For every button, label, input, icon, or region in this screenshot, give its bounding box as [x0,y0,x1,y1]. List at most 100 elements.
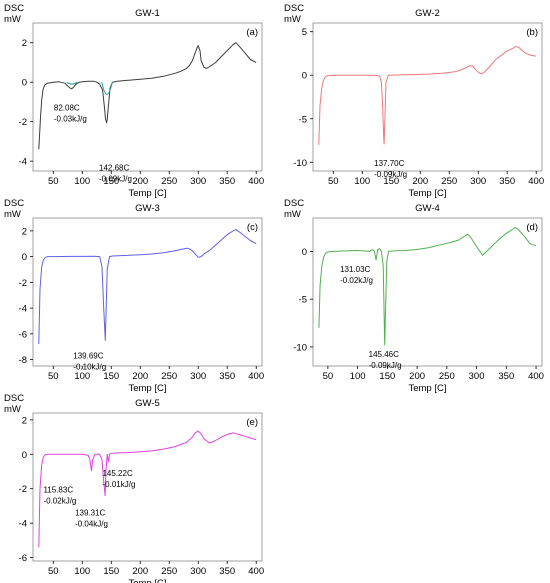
y-tick-label: 0 [22,252,27,263]
plot-area [312,217,543,367]
series-line [318,227,537,346]
x-tick-label: 400 [528,176,544,187]
peak-marker [66,81,78,85]
y-tick-label: -5 [299,114,307,125]
x-tick-label: 200 [132,566,148,577]
peak-annotation: 142.68C [99,164,129,173]
plot-area [32,412,263,562]
peak-annotation: -0.09kJ/g [369,361,402,370]
plot-area [312,22,543,172]
series-line [38,229,257,345]
x-tick-label: 350 [498,371,514,382]
x-tick-label: 200 [132,371,148,382]
y-tick-label: -6 [19,553,27,564]
x-tick-label: 350 [219,566,235,577]
y-tick-label: -2 [19,484,27,495]
x-tick-label: 50 [48,176,59,187]
x-tick-label: 200 [412,176,428,187]
x-tick-label: 300 [190,566,206,577]
chart-title: GW-3 [135,203,160,214]
x-tick-label: 100 [74,371,90,382]
y-axis-title: DSC [284,198,304,209]
peak-annotation: -0.02kJ/g [340,276,373,285]
x-tick-label: 100 [354,176,370,187]
y-axis-unit: mW [4,209,21,220]
chart-panel-gw1: DSC mW GW-1 (a) 50 100 150 200 250 300 350 400 2 0 -2 -… [0,0,270,199]
chart-title: GW-1 [135,8,160,19]
x-tick-label: 150 [379,371,395,382]
y-tick-label: -4 [19,519,27,530]
panel-label: (b) [526,27,538,38]
y-tick-label: 0 [302,71,307,82]
x-tick-label: 400 [248,371,264,382]
peak-annotation: -0.09kJ/g [374,170,407,179]
peak-annotation: 145.22C [102,469,132,478]
x-axis-label: Temp [C] [128,383,166,394]
x-tick-label: 150 [103,371,119,382]
y-tick-label: -2 [19,278,27,289]
x-tick-label: 50 [48,566,59,577]
x-tick-label: 300 [190,371,206,382]
x-tick-label: 250 [161,176,177,187]
chart-title: GW-5 [135,398,160,409]
y-tick-label: 2 [22,38,27,49]
y-tick-label: 5 [302,27,307,38]
x-tick-label: 150 [103,566,119,577]
x-tick-label: 300 [470,176,486,187]
y-tick-label: -2 [19,117,27,128]
y-tick-label: -4 [19,157,27,168]
y-tick-label: 0 [22,78,27,89]
x-axis-label: Temp [C] [408,188,446,199]
peak-annotation: -0.02kJ/g [43,497,76,506]
x-axis-label: Temp [C] [128,578,166,583]
y-tick-label: -10 [293,342,307,353]
y-axis-unit: mW [4,14,21,25]
peak-annotation: 139.69C [73,351,103,360]
chart-panel-gw5: DSC mW GW-5 (e) 50 100 150 200 250 300 350 400 2 0 -2 -… [0,390,270,583]
x-tick-label: 350 [499,176,515,187]
x-tick-label: 150 [383,176,399,187]
chart-title: GW-2 [415,8,440,19]
peak-annotation: -0.10kJ/g [73,362,106,371]
x-tick-label: 400 [528,371,544,382]
chart-panel-gw2: DSC mW GW-2 (b) 50 100 150 200 250 300 350 400 5 0 -5-… [280,0,550,199]
y-tick-label: 0 [22,450,27,461]
peak-annotation: -0.09kJ/g [99,175,132,184]
x-tick-label: 100 [74,176,90,187]
peak-annotation: 131.03C [340,265,370,274]
y-tick-label: -8 [19,355,27,366]
x-tick-label: 400 [248,566,264,577]
y-axis-unit: mW [284,14,301,25]
panel-label: (e) [246,417,258,428]
x-tick-label: 50 [328,176,339,187]
chart-panel-gw4: DSC mW GW-4 (d) 50 100 150 200 250 300 350 400 0 -5 -1… [280,195,550,394]
peak-annotation: 82.08C [54,104,80,113]
peak-annotation: 139.31C [75,509,105,518]
peak-annotation: 145.46C [369,350,399,359]
x-tick-label: 150 [103,176,119,187]
series-line [38,42,257,150]
x-tick-label: 400 [248,176,264,187]
peak-annotation: -0.04kJ/g [75,520,108,529]
peak-annotation: 115.83C [43,486,73,495]
x-tick-label: 250 [439,371,455,382]
x-tick-label: 250 [441,176,457,187]
peak-marker [101,82,113,95]
panel-label: (a) [246,27,258,38]
x-axis-label: Temp [C] [408,383,446,394]
peak-annotation: -0.03kJ/g [54,115,87,124]
x-tick-label: 350 [219,176,235,187]
x-tick-label: 300 [190,176,206,187]
series-line [38,430,257,548]
y-tick-label: 0 [302,247,307,258]
x-tick-label: 100 [74,566,90,577]
chart-panel-gw3: DSC mW GW-3 (c) 50 100 150 200 250 300 350 400 2 0 -2 -… [0,195,270,394]
y-axis-title: DSC [4,393,24,404]
panel-label: (c) [247,222,258,233]
peak-annotation: -0.01kJ/g [102,480,135,489]
y-axis-title: DSC [4,198,24,209]
x-tick-label: 300 [469,371,485,382]
